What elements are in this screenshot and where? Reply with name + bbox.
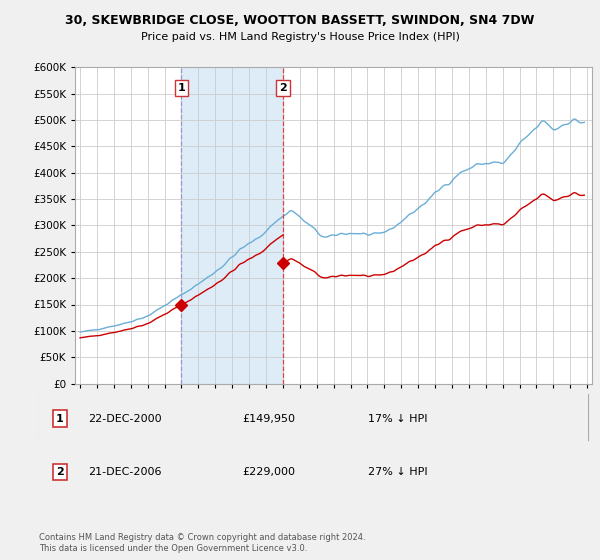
Text: Price paid vs. HM Land Registry's House Price Index (HPI): Price paid vs. HM Land Registry's House …	[140, 32, 460, 43]
Bar	[181, 67, 283, 384]
Text: 1: 1	[56, 414, 64, 423]
Text: 27% ↓ HPI: 27% ↓ HPI	[368, 467, 428, 477]
Text: 1: 1	[178, 83, 185, 93]
Text: 30, SKEWBRIDGE CLOSE, WOOTTON BASSETT, SWINDON, SN4 7DW (detached house): 30, SKEWBRIDGE CLOSE, WOOTTON BASSETT, S…	[74, 401, 502, 411]
Text: Contains HM Land Registry data © Crown copyright and database right 2024.
This d: Contains HM Land Registry data © Crown c…	[39, 533, 365, 553]
Text: £149,950: £149,950	[242, 414, 295, 423]
Text: 2: 2	[279, 83, 287, 93]
Text: 22-DEC-2000: 22-DEC-2000	[88, 414, 162, 423]
Text: 21-DEC-2006: 21-DEC-2006	[88, 467, 162, 477]
Text: HPI: Average price, detached house, Wiltshire: HPI: Average price, detached house, Wilt…	[74, 422, 303, 432]
Text: 17% ↓ HPI: 17% ↓ HPI	[368, 414, 428, 423]
Text: 30, SKEWBRIDGE CLOSE, WOOTTON BASSETT, SWINDON, SN4 7DW: 30, SKEWBRIDGE CLOSE, WOOTTON BASSETT, S…	[65, 14, 535, 27]
Text: 2: 2	[56, 467, 64, 477]
Text: £229,000: £229,000	[242, 467, 295, 477]
